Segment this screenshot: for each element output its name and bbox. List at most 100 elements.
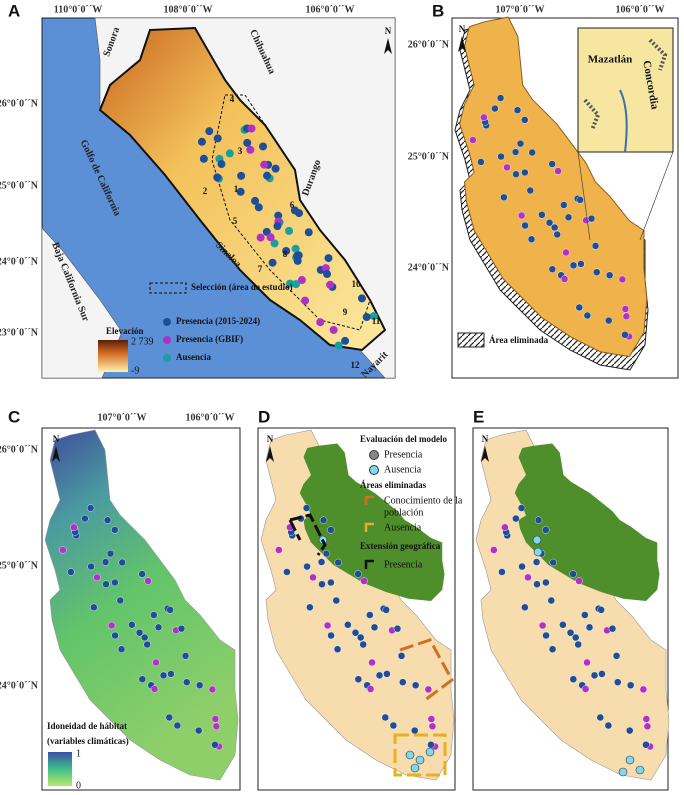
occurrence [316, 318, 325, 327]
panel-letter: A [8, 1, 20, 20]
occurrence [612, 652, 621, 660]
removed-absence-box [393, 733, 447, 777]
occurrence [334, 558, 342, 567]
occurrence [322, 549, 331, 558]
occurrence [323, 270, 332, 279]
occurrence [626, 681, 635, 689]
legend-label: Área eliminada [489, 335, 549, 345]
occurrence [334, 341, 343, 350]
absence [410, 763, 420, 773]
occurrence [554, 167, 562, 175]
lon-label: 110°0´0´´W [54, 4, 102, 15]
extent-box [288, 513, 327, 556]
legend-swatch [364, 559, 374, 569]
lat-label: 25°0´0´´N [0, 560, 39, 571]
absence [533, 547, 543, 557]
occurrence [490, 546, 498, 554]
occurrence [274, 211, 283, 220]
occurrence [237, 171, 246, 180]
occurrence [521, 603, 529, 612]
occurrence [383, 670, 391, 678]
occurrence [559, 621, 567, 629]
occurrence [593, 268, 601, 276]
lon-label: 106°0´0´´W [616, 4, 665, 15]
occurrence [621, 331, 629, 339]
occurrence [512, 170, 520, 178]
region-number: 5 [233, 216, 238, 226]
occurrence [102, 580, 110, 588]
occurrence [303, 562, 311, 571]
occurrence [90, 603, 98, 612]
occurrence [553, 230, 561, 239]
suitability-ramp [48, 752, 72, 786]
occurrence [587, 214, 596, 223]
occurrence [143, 640, 151, 649]
occurrence [521, 221, 529, 230]
occurrence [150, 685, 159, 693]
lon-label: 107°0´0´´W [496, 4, 545, 15]
occurrence [260, 160, 269, 169]
lat-label: 26°0´0´´N [0, 98, 39, 109]
occurrence [566, 629, 575, 637]
occurrence [254, 203, 263, 212]
elevation-ramp [98, 340, 128, 372]
legend-label: Presencia (2015-2024) [176, 316, 260, 326]
occurrence [195, 681, 204, 689]
legend-label: Presencia [384, 559, 423, 570]
occurrence [569, 570, 577, 578]
legend-title: Extensión geográfica [360, 541, 441, 551]
occurrence [327, 631, 335, 640]
occurrence [213, 134, 222, 143]
lon-label: 106°0´0´´W [306, 4, 355, 15]
occurrence [477, 158, 485, 166]
occurrence [569, 261, 578, 270]
occurrence [581, 611, 589, 619]
legend-dot [163, 318, 171, 326]
occurrence [521, 168, 529, 177]
occurrence [596, 713, 604, 722]
north-arrow-icon [481, 446, 489, 462]
occurrence [154, 623, 163, 632]
region-number: 4 [230, 94, 235, 104]
occurrence [424, 685, 433, 694]
region-number: 6 [290, 200, 295, 210]
lat-label: 24°0´0´´N [0, 256, 39, 267]
occurrence [167, 670, 175, 678]
occurrence [357, 294, 366, 303]
occurrence [381, 713, 389, 722]
lon-label: 108°0´0´´W [164, 4, 213, 15]
panel-letter: D [258, 407, 270, 426]
occurrence [550, 223, 559, 232]
legend-label: 2 739 [131, 336, 154, 347]
occurrence [283, 568, 291, 576]
legend-title: Evaluación del modelo [360, 434, 448, 444]
legend-dot [369, 465, 379, 475]
occurrence [605, 271, 614, 279]
occurrence [548, 265, 557, 273]
legend-label: población [384, 507, 423, 518]
occurrence [197, 137, 206, 146]
north-arrow: N [459, 24, 466, 34]
occurrence [532, 558, 541, 566]
occurrence [368, 658, 376, 667]
occurrence [93, 573, 101, 582]
occurrence [107, 621, 116, 630]
legend-label: Presencia (GBIF) [176, 334, 243, 344]
occurrence [497, 152, 505, 161]
occurrence [344, 621, 352, 629]
occurrence [321, 264, 330, 273]
inset-label: Mazatlán [588, 54, 633, 66]
panel-letter: B [432, 1, 444, 20]
inset-connector [577, 151, 591, 241]
region-number: 12 [351, 360, 361, 370]
occurrence [117, 645, 126, 653]
panel-a: A 110°0´0´´W 108°0´0´´W 106°0´0´´W 26°0´… [0, 1, 396, 380]
occurrence [263, 171, 272, 180]
occurrence [571, 633, 580, 642]
occurrence [236, 187, 245, 196]
occurrence [275, 546, 283, 554]
legend-label: Presencia [384, 449, 423, 460]
legend-dot [163, 354, 171, 362]
panel-letter: C [8, 407, 20, 426]
occurrence [86, 504, 95, 512]
